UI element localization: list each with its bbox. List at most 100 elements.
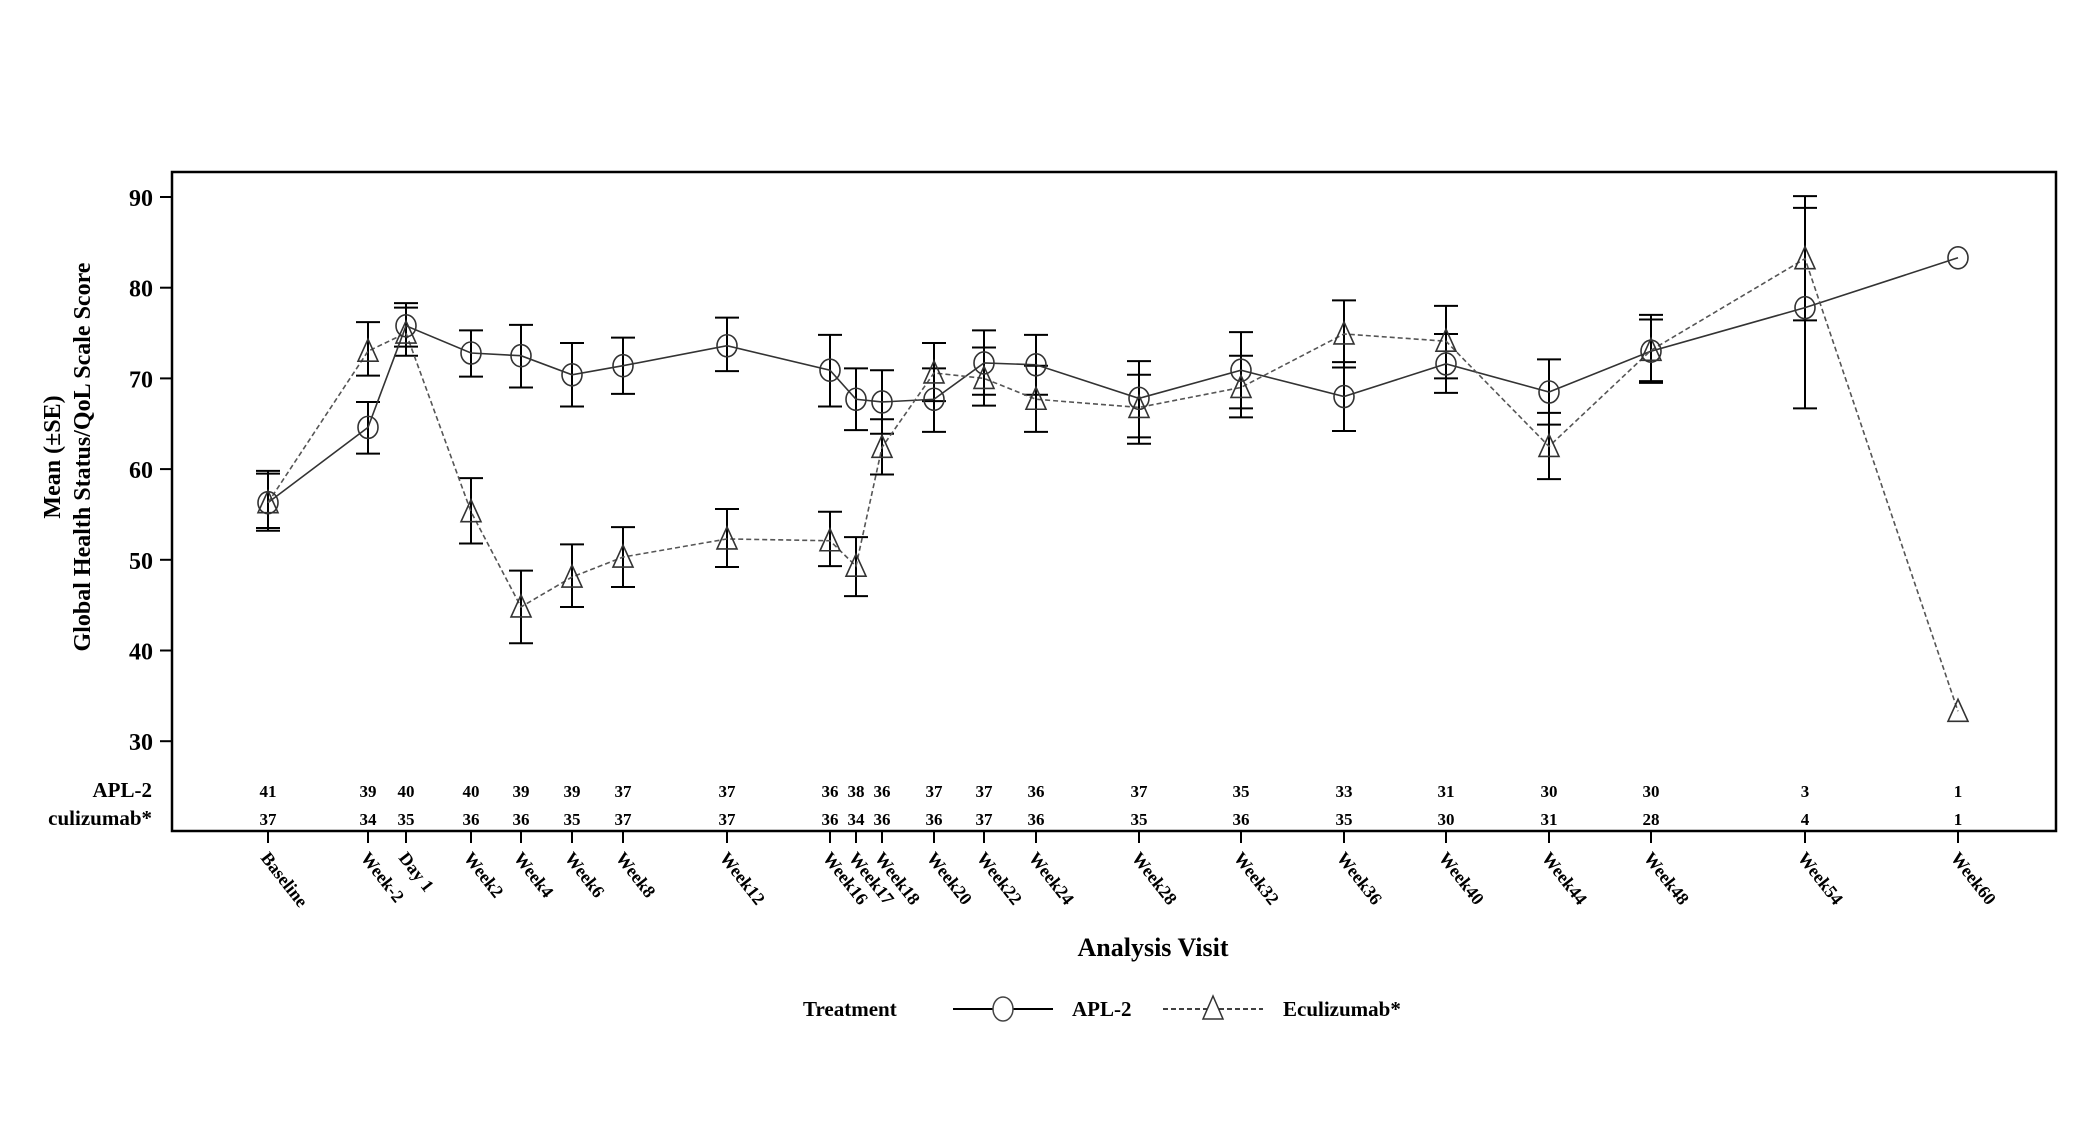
n-count-apl2: 37 — [926, 782, 944, 801]
y-axis-label-line1: Mean (±SE) — [40, 395, 66, 518]
x-tick-label: Week40 — [1435, 848, 1488, 908]
legend-eculizumab-label: Eculizumab* — [1283, 997, 1401, 1021]
x-tick-label: Week20 — [923, 848, 976, 908]
triangle-marker-icon — [611, 543, 635, 568]
triangle-marker-icon — [394, 319, 418, 344]
n-count-apl2: 30 — [1643, 782, 1660, 801]
n-count-eculizumab: 36 — [1028, 810, 1045, 829]
y-tick-label: 70 — [129, 367, 153, 393]
triangle-marker-icon — [256, 488, 280, 514]
triangle-marker-icon — [870, 433, 894, 459]
y-tick-label: 90 — [129, 186, 153, 212]
n-count-eculizumab: 34 — [848, 810, 866, 829]
n-count-apl2: 39 — [564, 782, 581, 801]
x-axis-title: Analysis Visit — [1078, 933, 1229, 962]
triangle-marker-icon — [1793, 244, 1817, 270]
circle-marker-icon — [1538, 380, 1560, 404]
n-count-apl2: 35 — [1233, 782, 1250, 801]
n-count-eculizumab: 28 — [1643, 810, 1660, 829]
circle-marker-icon — [871, 390, 893, 414]
y-axis: 30 40 50 60 70 80 90 — [129, 186, 172, 756]
circle-marker-icon — [1333, 384, 1355, 409]
n-count-eculizumab: 36 — [513, 810, 530, 829]
triangle-marker-icon — [818, 526, 842, 552]
y-axis-label-line2: Global Health Status/QoL Scale Score — [70, 262, 96, 651]
n-count-apl2: 37 — [719, 782, 737, 801]
legend-apl2-label: APL-2 — [1072, 997, 1132, 1021]
plot-frame — [170, 170, 2058, 833]
triangle-marker-icon — [844, 552, 868, 577]
triangle-marker-icon — [1332, 320, 1356, 345]
eculizumab-line — [267, 257, 1959, 712]
n-count-eculizumab: 36 — [926, 810, 943, 829]
circle-marker-icon — [845, 387, 867, 412]
n-count-eculizumab: 35 — [1131, 810, 1148, 829]
n-count-apl2: 39 — [360, 782, 377, 801]
triangle-marker-icon — [715, 525, 739, 550]
x-tick-label: Week6 — [561, 848, 609, 901]
triangle-marker-icon — [1229, 373, 1253, 399]
circle-marker-icon — [395, 313, 417, 338]
n-count-eculizumab: 37 — [976, 810, 994, 829]
series-lines — [267, 257, 1959, 712]
triangle-marker-icon — [459, 497, 483, 523]
x-tick-label: Week22 — [973, 848, 1026, 908]
n-count-eculizumab: 1 — [1954, 810, 1963, 829]
x-tick-label: Week36 — [1333, 848, 1386, 908]
x-tick-label: Week32 — [1230, 848, 1283, 908]
x-tick-label: Week24 — [1025, 848, 1078, 908]
circle-marker-icon — [1128, 386, 1150, 411]
y-tick-label: 40 — [129, 640, 153, 666]
circle-marker-icon — [1947, 245, 1969, 270]
y-tick-label: 50 — [129, 549, 153, 575]
n-count-apl2: 36 — [822, 782, 839, 801]
x-tick-label: Week12 — [716, 848, 769, 908]
n-count-apl2: 30 — [1541, 782, 1558, 801]
x-tick-label: Week8 — [612, 848, 660, 901]
n-count-apl2: 3 — [1801, 782, 1810, 801]
n-count-eculizumab: 35 — [1336, 810, 1353, 829]
n-count-apl2: 36 — [874, 782, 891, 801]
n-count-eculizumab: 36 — [1233, 810, 1250, 829]
triangle-marker-icon — [972, 364, 996, 390]
n-count-eculizumab: 37 — [719, 810, 737, 829]
legend: Treatment APL-2 Eculizumab* — [803, 994, 1401, 1022]
circle-marker-icon — [1435, 352, 1457, 376]
x-tick-label: Week28 — [1128, 848, 1181, 908]
circle-marker-icon — [561, 362, 583, 387]
legend-circle-marker-icon — [992, 996, 1014, 1022]
triangle-marker-icon — [356, 337, 380, 362]
n-count-eculizumab: 36 — [822, 810, 839, 829]
triangle-marker-icon — [1024, 385, 1048, 411]
triangle-marker-icon — [1537, 432, 1561, 458]
n-count-eculizumab: 37 — [615, 810, 633, 829]
n-count-apl2: 37 — [1131, 782, 1149, 801]
legend-triangle-marker-icon — [1201, 994, 1225, 1020]
triangle-marker-icon — [1946, 697, 1970, 723]
n-count-eculizumab: 4 — [1801, 810, 1810, 829]
n-count-apl2: 41 — [260, 782, 277, 801]
n-count-eculizumab: 31 — [1541, 810, 1558, 829]
triangle-marker-icon — [509, 593, 533, 618]
n-count-eculizumab: 36 — [463, 810, 480, 829]
legend-title: Treatment — [803, 997, 897, 1021]
circle-marker-icon — [460, 341, 482, 365]
n-count-apl2: 1 — [1954, 782, 1963, 801]
n-count-apl2: 39 — [513, 782, 530, 801]
series-markers — [256, 244, 1970, 723]
y-tick-label: 80 — [129, 277, 153, 303]
triangle-marker-icon — [922, 359, 946, 384]
n-count-eculizumab: 35 — [564, 810, 581, 829]
x-tick-label: Week2 — [460, 848, 508, 901]
circle-marker-icon — [923, 387, 945, 412]
y-tick-label: 30 — [129, 730, 153, 756]
circle-marker-icon — [357, 415, 379, 440]
triangle-marker-icon — [1127, 393, 1151, 419]
n-count-apl2: 40 — [398, 782, 415, 801]
n-count-eculizumab: 35 — [398, 810, 415, 829]
circle-marker-icon — [510, 343, 532, 368]
n-count-apl2: 31 — [1438, 782, 1455, 801]
n-count-eculizumab: 36 — [874, 810, 891, 829]
